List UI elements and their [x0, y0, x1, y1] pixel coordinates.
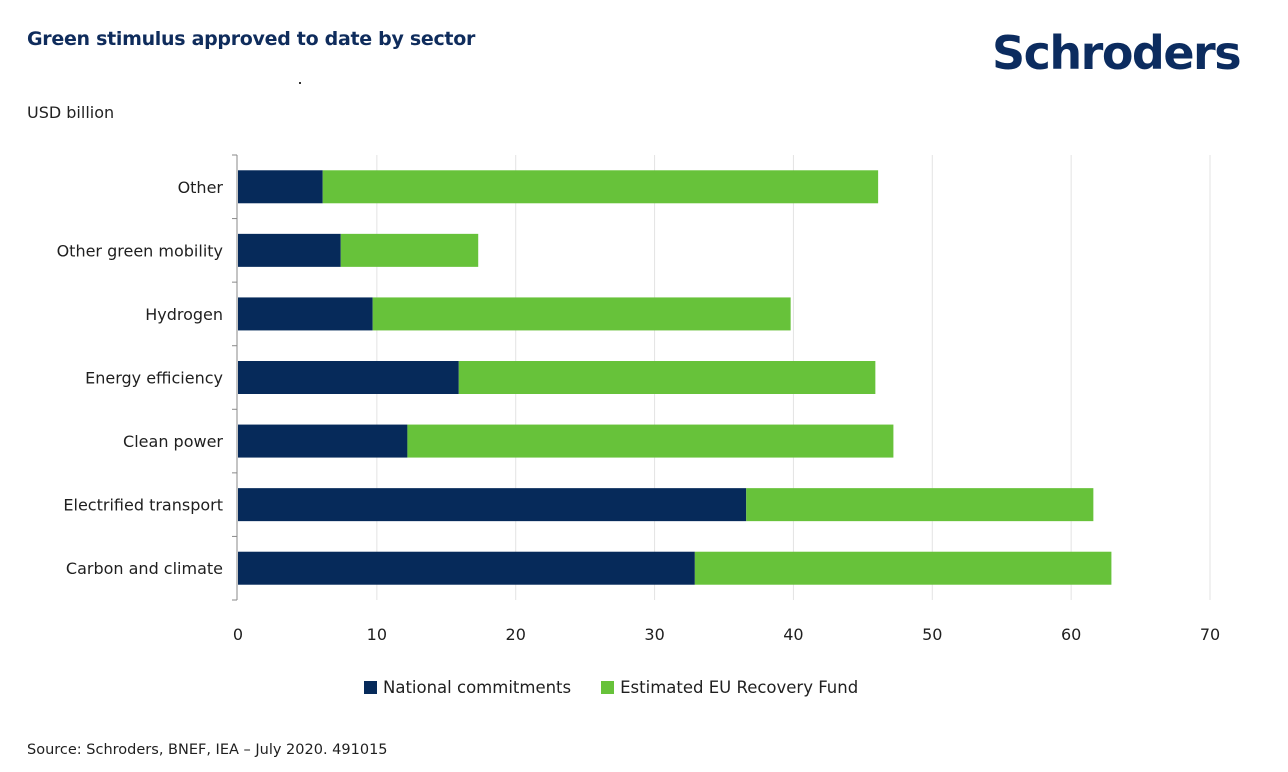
x-tick-label: 30	[644, 625, 664, 644]
bar-eu-recovery-fund	[694, 551, 1112, 585]
category-label: Hydrogen	[145, 305, 223, 324]
legend-swatch-national	[364, 681, 377, 694]
legend-swatch-eu-fund	[601, 681, 615, 694]
chart-title: Green stimulus approved to date by secto…	[27, 28, 476, 50]
x-tick-labels: 0 10 20 30 40 50 60 70	[233, 625, 1220, 644]
unit-label: USD billion	[27, 103, 115, 122]
x-tick-label: 70	[1200, 625, 1220, 644]
legend-label-national: National commitments	[383, 678, 572, 697]
x-tick-label: 60	[1061, 625, 1081, 644]
x-tick-label: 20	[506, 625, 526, 644]
category-label: Other	[178, 178, 224, 197]
category-label: Other green mobility	[57, 241, 223, 260]
category-label: Clean power	[123, 432, 223, 451]
category-labels: Other Other green mobility Hydrogen Energy …	[57, 178, 224, 578]
legend-item-national: National commitments	[364, 678, 571, 697]
bar-eu-recovery-fund	[322, 170, 879, 204]
x-tick-label: 0	[233, 625, 243, 644]
category-label: Electrified transport	[63, 496, 223, 515]
bar-eu-recovery-fund	[407, 424, 894, 458]
bar-national-commitments	[238, 233, 341, 267]
bar-national-commitments	[238, 424, 408, 458]
bar-national-commitments	[238, 361, 459, 394]
schroders-logo: Schroders	[992, 26, 1242, 80]
y-axis	[232, 154, 238, 601]
bars	[238, 170, 1112, 585]
x-tick-label: 40	[783, 625, 803, 644]
category-label: Carbon and climate	[66, 559, 223, 578]
stray-dot	[299, 82, 301, 84]
bar-eu-recovery-fund	[746, 488, 1094, 522]
x-tick-label: 10	[367, 625, 387, 644]
bar-national-commitments	[238, 551, 695, 585]
legend-label-eu-fund: Estimated EU Recovery Fund	[620, 678, 859, 697]
source-note: Source: Schroders, BNEF, IEA – July 2020…	[27, 742, 388, 758]
bar-eu-recovery-fund	[340, 233, 479, 267]
bar-eu-recovery-fund	[372, 297, 791, 331]
bar-national-commitments	[238, 297, 373, 331]
legend: National commitments Estimated EU Recove…	[364, 678, 858, 697]
category-label: Energy efficiency	[85, 369, 223, 388]
bar-national-commitments	[238, 488, 747, 522]
legend-item-eu-fund: Estimated EU Recovery Fund	[601, 678, 858, 697]
bar-eu-recovery-fund	[458, 361, 876, 394]
bar-national-commitments	[238, 170, 323, 204]
x-tick-label: 50	[922, 625, 942, 644]
